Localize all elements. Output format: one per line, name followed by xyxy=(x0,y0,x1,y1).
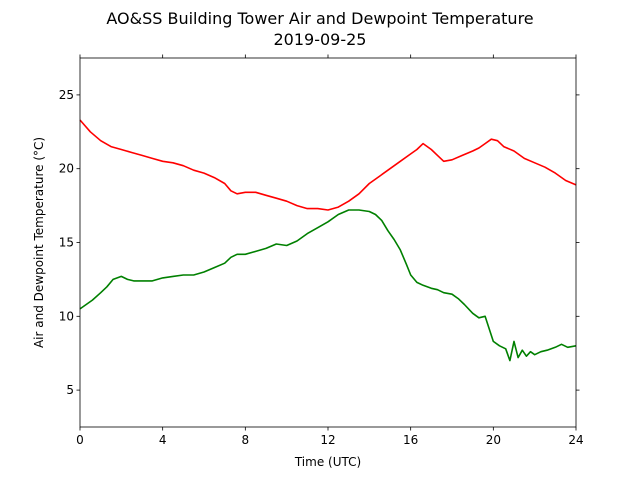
ticks-layer: 0 4 8 12 16 20 24 5 10 15 20 25 xyxy=(59,54,584,447)
x-tick-label-0: 0 xyxy=(76,433,84,447)
y-tick-label-10: 10 xyxy=(59,309,74,323)
y-axis-label: Air and Dewpoint Temperature (°C) xyxy=(32,137,46,348)
x-tick-label-8: 8 xyxy=(242,433,250,447)
x-tick-label-16: 16 xyxy=(403,433,418,447)
y-tick-label-25: 25 xyxy=(59,88,74,102)
series-line-1 xyxy=(79,209,577,362)
x-axis-label: Time (UTC) xyxy=(294,455,361,469)
x-tick-label-20: 20 xyxy=(486,433,501,447)
x-tick-label-24: 24 xyxy=(568,433,583,447)
chart-title: AO&SS Building Tower Air and Dewpoint Te… xyxy=(106,9,533,28)
y-tick-label-5: 5 xyxy=(66,383,74,397)
x-tick-label-4: 4 xyxy=(159,433,167,447)
plot-frame xyxy=(79,57,577,428)
y-tick-label-20: 20 xyxy=(59,162,74,176)
y-tick-label-15: 15 xyxy=(59,236,74,250)
series-line-0 xyxy=(79,119,577,211)
series-layer xyxy=(79,119,577,362)
chart-subtitle: 2019-09-25 xyxy=(274,30,367,49)
x-tick-label-12: 12 xyxy=(320,433,335,447)
